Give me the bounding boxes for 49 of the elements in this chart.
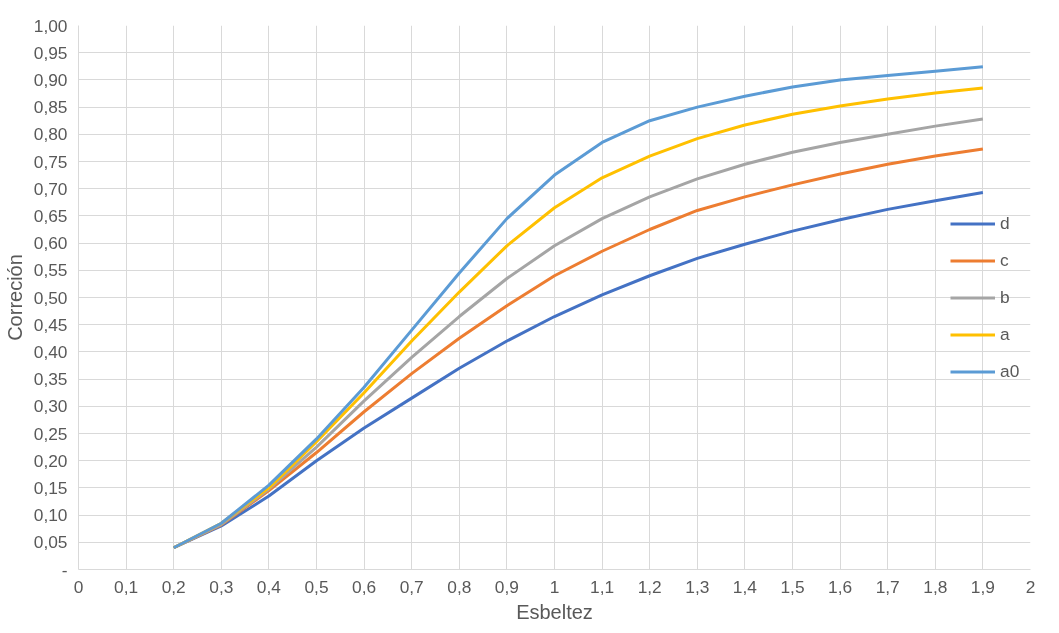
x-tick-label: 1,6 bbox=[828, 576, 853, 597]
y-tick-label: 0,85 bbox=[33, 97, 68, 118]
y-tick-label: 0,45 bbox=[33, 314, 68, 335]
legend-label: b bbox=[1000, 286, 1011, 308]
x-axis-title: Esbeltez bbox=[516, 600, 593, 623]
y-tick-label: 0,80 bbox=[33, 124, 68, 145]
x-tick-label: 0,9 bbox=[494, 576, 519, 597]
x-tick-label: 0,6 bbox=[352, 576, 377, 597]
x-tick-label: 0,7 bbox=[399, 576, 424, 597]
legend-label: d bbox=[1000, 212, 1011, 234]
x-tick-label: 1,9 bbox=[970, 576, 995, 597]
x-tick-label: 1,8 bbox=[923, 576, 948, 597]
y-tick-label: 0,05 bbox=[33, 532, 68, 553]
y-tick-label: 0,55 bbox=[33, 260, 68, 281]
x-tick-label: 2 bbox=[1025, 576, 1036, 597]
y-tick-label: 0,20 bbox=[33, 450, 68, 471]
y-tick-label: 0,10 bbox=[33, 505, 68, 526]
x-tick-label: 1,1 bbox=[590, 576, 615, 597]
y-tick-label: 0,90 bbox=[33, 69, 68, 90]
y-axis-title: Correción bbox=[3, 254, 26, 341]
y-tick-label: 0,30 bbox=[33, 396, 68, 417]
y-tick-label: 0,70 bbox=[33, 178, 68, 199]
legend-label: c bbox=[1000, 249, 1010, 271]
x-tick-label: 0,3 bbox=[209, 576, 234, 597]
x-tick-label: 1,7 bbox=[875, 576, 900, 597]
x-tick-label: 0,1 bbox=[114, 576, 139, 597]
x-tick-label: 0,4 bbox=[256, 576, 282, 597]
y-tick-label: 1,00 bbox=[33, 15, 68, 36]
y-tick-label: 0,40 bbox=[33, 341, 68, 362]
legend-label: a bbox=[1000, 323, 1011, 345]
x-tick-label: 0,5 bbox=[304, 576, 329, 597]
legend-label: a0 bbox=[1000, 360, 1020, 382]
x-tick-label: 1,2 bbox=[637, 576, 662, 597]
y-tick-label: - bbox=[61, 559, 68, 580]
y-tick-label: 0,15 bbox=[33, 477, 68, 498]
x-tick-label: 1 bbox=[549, 576, 560, 597]
y-tick-label: 0,65 bbox=[33, 205, 68, 226]
y-tick-label: 0,35 bbox=[33, 369, 68, 390]
x-tick-label: 1,5 bbox=[780, 576, 805, 597]
y-tick-label: 0,95 bbox=[33, 42, 68, 63]
x-tick-label: 1,4 bbox=[732, 576, 758, 597]
x-tick-label: 1,3 bbox=[685, 576, 710, 597]
x-tick-label: 0 bbox=[73, 576, 84, 597]
y-tick-label: 0,60 bbox=[33, 233, 68, 254]
x-tick-label: 0,8 bbox=[447, 576, 472, 597]
y-tick-label: 0,75 bbox=[33, 151, 68, 172]
y-tick-label: 0,25 bbox=[33, 423, 68, 444]
y-tick-label: 0,50 bbox=[33, 287, 68, 308]
x-tick-label: 0,2 bbox=[161, 576, 186, 597]
